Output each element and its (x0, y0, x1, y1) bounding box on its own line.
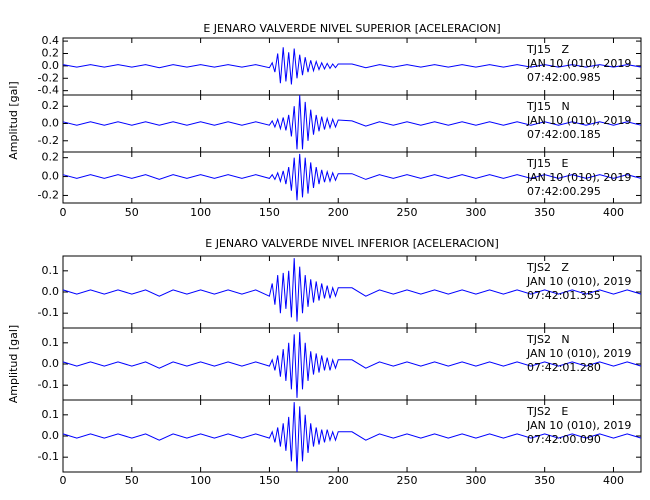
y-tick-label: 0.2 (42, 151, 60, 164)
x-tick-label: 400 (603, 474, 624, 487)
station-label: TJ15 Z (526, 43, 569, 56)
y-tick-label: -0.1 (38, 378, 59, 391)
x-tick-label: 0 (60, 206, 67, 219)
x-tick-label: 200 (328, 206, 349, 219)
station-label: TJ15 N (526, 100, 570, 113)
waveform (62, 332, 642, 398)
x-tick-label: 250 (397, 206, 418, 219)
y-tick-label: 0.1 (42, 408, 60, 421)
y-axis-label: Amplitud [gal] (7, 81, 20, 159)
station-label: TJS2 Z (526, 261, 569, 274)
time-label: 07:42:00.185 (527, 128, 601, 141)
y-tick-label: 0.0 (42, 357, 60, 370)
waveform (62, 402, 642, 473)
x-tick-label: 400 (603, 206, 624, 219)
y-tick-label: 0.1 (42, 336, 60, 349)
y-tick-label: -0.2 (38, 71, 59, 84)
x-tick-label: 300 (465, 206, 486, 219)
y-tick-label: 0.0 (42, 117, 60, 130)
time-label: 07:42:00.295 (527, 185, 601, 198)
time-label: 07:42:01.280 (527, 361, 601, 374)
waveform (62, 94, 642, 150)
panel-frame (62, 151, 642, 204)
x-tick-label: 150 (259, 206, 280, 219)
chart-title: E JENARO VALVERDE NIVEL INFERIOR [ACELER… (205, 237, 498, 250)
waveform (62, 258, 642, 322)
y-tick-label: 0.0 (42, 429, 60, 442)
y-tick-label: -0.1 (38, 450, 59, 463)
waveform (62, 153, 642, 201)
x-tick-label: 100 (190, 474, 211, 487)
y-tick-label: 0.0 (42, 285, 60, 298)
x-tick-label: 250 (397, 474, 418, 487)
date-label: JAN 10 (010), 2019 (526, 57, 631, 70)
y-tick-label: -0.2 (38, 134, 59, 147)
y-tick-label: 0.4 (42, 34, 60, 47)
date-label: JAN 10 (010), 2019 (526, 347, 631, 360)
x-tick-label: 350 (534, 206, 555, 219)
y-tick-label: 0.0 (42, 59, 60, 72)
y-tick-label: -0.2 (38, 188, 59, 201)
station-label: TJS2 N (526, 333, 570, 346)
x-tick-label: 350 (534, 474, 555, 487)
x-tick-label: 50 (125, 206, 139, 219)
x-tick-label: 150 (259, 474, 280, 487)
waveform (62, 47, 642, 85)
date-label: JAN 10 (010), 2019 (526, 275, 631, 288)
y-axis-label: Amplitud [gal] (7, 325, 20, 403)
station-label: TJ15 E (526, 157, 568, 170)
x-tick-label: 300 (465, 474, 486, 487)
date-label: JAN 10 (010), 2019 (526, 171, 631, 184)
x-tick-label: 200 (328, 474, 349, 487)
time-label: 07:42:01.355 (527, 289, 601, 302)
station-label: TJS2 E (526, 405, 568, 418)
date-label: JAN 10 (010), 2019 (526, 114, 631, 127)
date-label: JAN 10 (010), 2019 (526, 419, 631, 432)
y-tick-label: -0.1 (38, 306, 59, 319)
time-label: 07:42:00.985 (527, 71, 601, 84)
x-tick-label: 50 (125, 474, 139, 487)
time-label: 07:42:00.090 (527, 433, 601, 446)
x-tick-label: 0 (60, 474, 67, 487)
chart-title: E JENARO VALVERDE NIVEL SUPERIOR [ACELER… (203, 22, 500, 35)
y-tick-label: 0.2 (42, 46, 60, 59)
y-tick-label: 0.0 (42, 170, 60, 183)
y-tick-label: -0.4 (38, 84, 59, 97)
x-tick-label: 100 (190, 206, 211, 219)
y-tick-label: 0.2 (42, 99, 60, 112)
y-tick-label: 0.1 (42, 264, 60, 277)
